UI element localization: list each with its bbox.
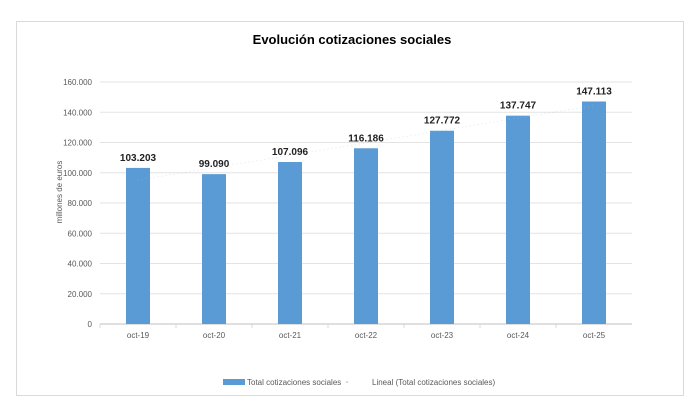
legend-swatch-bars [223, 379, 245, 385]
x-tick-label: oct-21 [279, 331, 302, 340]
y-tick-label: 140.000 [63, 108, 92, 117]
x-tick-label: oct-24 [507, 331, 530, 340]
data-label: 103.203 [120, 153, 157, 164]
legend: Total cotizaciones sociales Lineal (Tota… [223, 378, 496, 387]
x-tick-label: oct-19 [127, 331, 150, 340]
x-tick-label: oct-20 [203, 331, 226, 340]
y-tick-label: 20.000 [68, 290, 93, 299]
y-axis-label: millones de euros [55, 161, 64, 224]
bar-oct-24 [506, 115, 530, 325]
bar-oct-21 [278, 162, 302, 324]
legend-label-bars: Total cotizaciones sociales [247, 378, 341, 387]
data-label: 137.747 [500, 101, 537, 112]
x-tick-label: oct-22 [355, 331, 378, 340]
x-tick-label: oct-25 [583, 331, 606, 340]
y-tick-label: 120.000 [63, 139, 92, 148]
y-tick-label: 100.000 [63, 169, 92, 178]
x-tick-label: oct-23 [431, 331, 454, 340]
data-label: 147.113 [576, 86, 612, 97]
y-tick-label: 60.000 [68, 229, 93, 238]
bar-oct-25 [582, 101, 606, 325]
y-tick-label: 80.000 [68, 199, 93, 208]
bar-oct-23 [430, 130, 454, 324]
chart-title: Evolución cotizaciones sociales [253, 32, 452, 47]
bar-oct-20 [202, 174, 226, 324]
bar-oct-22 [354, 148, 378, 324]
y-tick-label: 0 [88, 320, 93, 329]
legend-label-trendline: Lineal (Total cotizaciones sociales) [372, 378, 496, 387]
y-tick-label: 160.000 [63, 78, 92, 87]
data-label: 127.772 [424, 116, 461, 127]
y-tick-label: 40.000 [68, 260, 93, 269]
bar-oct-19 [126, 167, 150, 324]
data-label: 107.096 [272, 147, 309, 158]
legend-swatch-trendline [346, 381, 348, 383]
data-label: 99.090 [199, 159, 230, 170]
data-label: 116.186 [348, 133, 384, 144]
